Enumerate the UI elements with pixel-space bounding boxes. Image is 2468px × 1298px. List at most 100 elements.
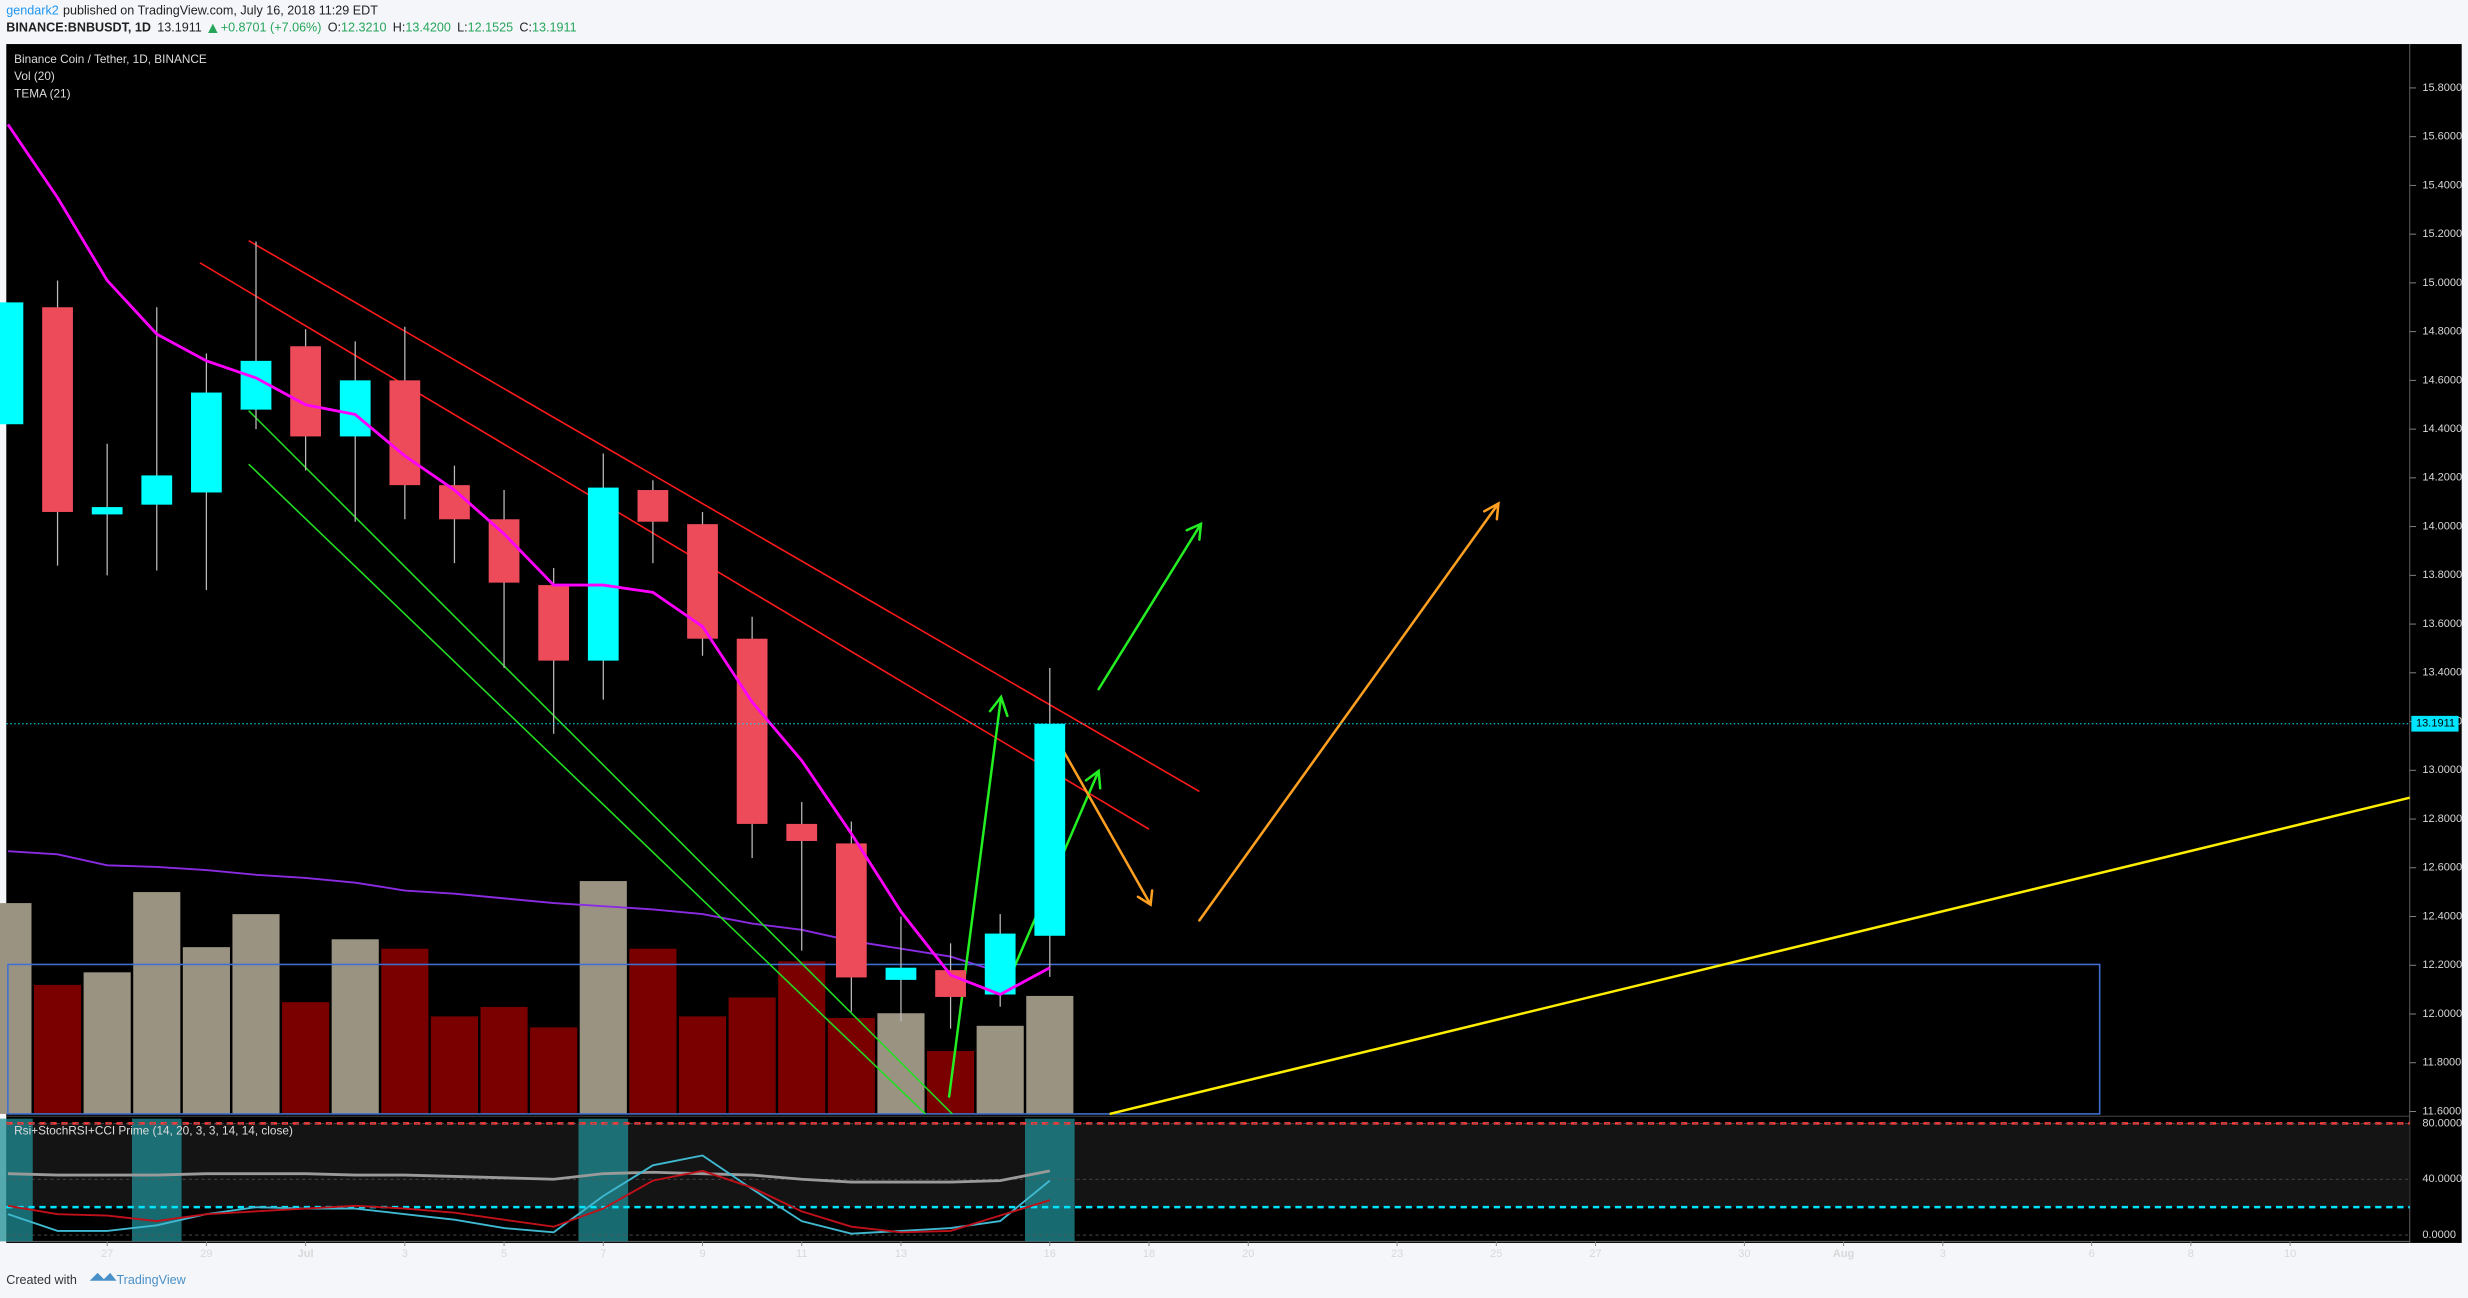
volume-bar xyxy=(331,939,379,1114)
support-line xyxy=(1109,796,2411,1116)
arrow xyxy=(1048,725,1154,907)
up-triangle xyxy=(208,23,218,34)
volume-bar xyxy=(33,984,82,1114)
last-price-tag xyxy=(2411,715,2459,732)
candle-body xyxy=(339,380,371,437)
trend-line xyxy=(248,240,1200,793)
signal-highlight xyxy=(578,1118,629,1242)
indicator-line xyxy=(7,1169,1051,1234)
y-tick-label: 13.8000 xyxy=(2422,569,2462,581)
indicator-tick-label: 80.0000 xyxy=(2422,1117,2462,1129)
footer-created: Created with xyxy=(6,1273,77,1287)
ohlc-label: O: xyxy=(328,21,341,35)
y-tick-label: 14.2000 xyxy=(2422,472,2462,484)
x-tick-label: Aug xyxy=(1833,1248,1854,1260)
x-tick-label: 5 xyxy=(501,1248,507,1260)
indicator-line xyxy=(7,1154,1051,1235)
published: published on TradingView.com, July 16, 2… xyxy=(63,3,378,17)
x-tick-label: Jul xyxy=(298,1248,314,1260)
indicator-tick-label: 0.0000 xyxy=(2422,1229,2456,1241)
volume-bar xyxy=(282,1002,330,1114)
signal-highlight xyxy=(1024,1118,1075,1242)
ohlc-value: 13.4200 xyxy=(405,21,450,35)
volume-bar xyxy=(381,948,429,1114)
x-tick-label: 7 xyxy=(600,1248,606,1260)
y-tick-label: 14.6000 xyxy=(2422,374,2462,386)
y-tick-label: 14.8000 xyxy=(2422,326,2462,338)
candle-body xyxy=(488,519,520,583)
ohlc-label: H: xyxy=(393,21,406,35)
y-tick-label: 15.2000 xyxy=(2422,228,2462,240)
arrow xyxy=(1097,521,1203,691)
candle-body xyxy=(42,307,73,512)
symbol: BINANCE:BNBUSDT, 1D xyxy=(6,21,151,35)
tema-line xyxy=(6,123,1051,997)
y-tick-label: 12.6000 xyxy=(2422,862,2462,874)
volume-bar xyxy=(976,1025,1024,1114)
x-tick-label: 3 xyxy=(1940,1248,1946,1260)
legend-entry: TEMA (21) xyxy=(14,87,70,101)
arrow xyxy=(947,694,1009,1098)
y-tick-label: 15.0000 xyxy=(2422,277,2462,289)
indicator-title: Rsi+StochRSI+CCI Prime (14, 20, 3, 3, 14… xyxy=(14,1123,293,1137)
volume-bar xyxy=(1026,995,1074,1114)
y-tick-label: 12.0000 xyxy=(2422,1008,2462,1020)
x-tick-label: 23 xyxy=(1391,1248,1403,1260)
y-tick-label: 15.6000 xyxy=(2422,131,2462,143)
candle-body xyxy=(389,380,421,486)
brand-logo xyxy=(89,1272,117,1281)
drawings xyxy=(7,240,2411,1116)
volume-ma xyxy=(7,850,1001,974)
x-tick-label: 18 xyxy=(1143,1248,1155,1260)
candle-body xyxy=(538,585,570,661)
candle-body xyxy=(637,490,669,522)
trend-line xyxy=(199,262,1150,830)
y-tick-label: 11.8000 xyxy=(2422,1057,2461,1069)
y-tick-label: 12.4000 xyxy=(2422,910,2462,922)
y-tick-label: 12.8000 xyxy=(2422,813,2462,825)
y-tick-label: 14.4000 xyxy=(2422,423,2462,435)
price: 13.1911 xyxy=(157,21,202,35)
legend: Binance Coin / Tether, 1D, BINANCE Vol (2… xyxy=(14,52,207,101)
x-tick-label: 27 xyxy=(1589,1248,1601,1260)
x-tick-label: 29 xyxy=(200,1248,212,1260)
channel-line xyxy=(248,463,927,1115)
candle-body xyxy=(91,507,123,515)
y-tick-label: 15.4000 xyxy=(2422,179,2462,191)
volume-bar xyxy=(579,881,627,1114)
x-tick-label: 27 xyxy=(101,1248,113,1260)
channel-line xyxy=(248,410,953,1115)
x-tick-label: 16 xyxy=(1044,1248,1056,1260)
x-tick-label: 3 xyxy=(402,1248,408,1260)
volume-bar xyxy=(530,1027,578,1114)
y-tick-label: 13.0000 xyxy=(2422,764,2462,776)
x-tick-label: 11 xyxy=(796,1248,807,1260)
candle-body xyxy=(835,843,867,978)
x-tick-label: 6 xyxy=(2089,1248,2095,1260)
candle-body xyxy=(141,475,173,505)
candle-body xyxy=(885,967,917,980)
candle-body xyxy=(191,392,222,493)
candle-body xyxy=(736,638,768,824)
change: +0.8701 (+7.06%) xyxy=(221,21,322,35)
ohlc-label: L: xyxy=(457,21,468,35)
volume-bar xyxy=(678,1016,727,1114)
y-tick-label: 13.4000 xyxy=(2422,667,2462,679)
candle-body xyxy=(1034,723,1066,936)
candle-body xyxy=(240,360,272,410)
candle-body xyxy=(587,487,619,661)
volume-bar xyxy=(232,914,280,1114)
x-tick-label: 13 xyxy=(895,1248,907,1260)
last-price-label: 13.1911 xyxy=(2416,718,2455,730)
arrow xyxy=(1198,501,1500,922)
indicator-band xyxy=(6,1123,2410,1208)
author[interactable]: gendark2 xyxy=(6,3,58,17)
footer-brand[interactable]: TradingView xyxy=(116,1273,186,1287)
candle-body xyxy=(0,302,24,425)
volume-bar xyxy=(728,997,776,1114)
volume-bar xyxy=(480,1006,528,1114)
range-box xyxy=(7,963,2101,1115)
candle-body xyxy=(786,823,818,841)
y-tick-label: 13.6000 xyxy=(2422,618,2462,630)
